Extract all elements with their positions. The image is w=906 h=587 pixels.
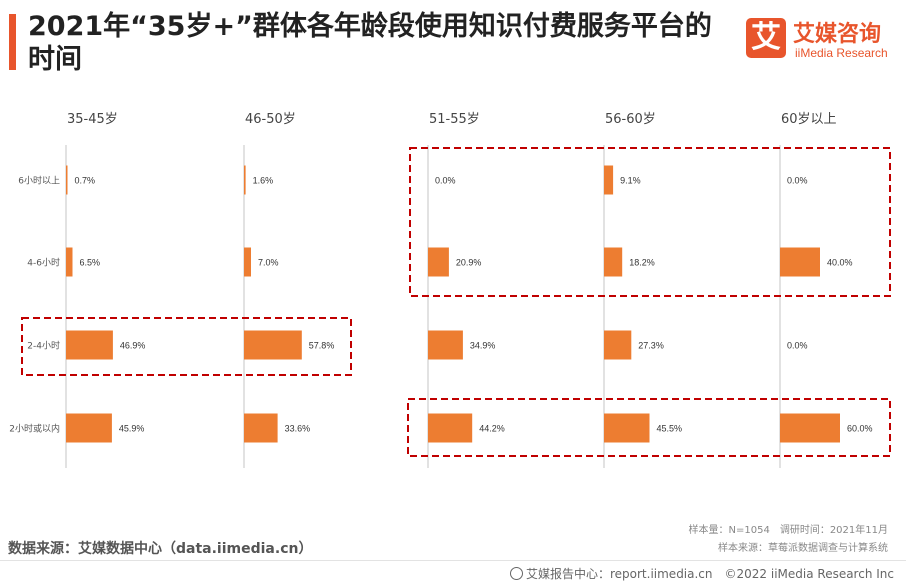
category-label: 6小时以上 xyxy=(18,175,60,187)
value-label: 33.6% xyxy=(285,424,311,434)
value-label: 0.7% xyxy=(75,176,96,186)
highlight-box xyxy=(409,147,891,297)
value-label: 1.6% xyxy=(253,176,274,186)
value-label: 27.3% xyxy=(638,341,664,351)
value-label: 44.2% xyxy=(479,424,505,434)
iimedia-logo-icon: 艾 xyxy=(746,18,786,58)
value-label: 9.1% xyxy=(620,176,641,186)
bar xyxy=(244,413,278,443)
sample-source-note: 样本来源：草莓派数据调查与计算系统 xyxy=(718,543,888,554)
value-label: 7.0% xyxy=(258,258,279,268)
page-title: 2021年“35岁+”群体各年龄段使用知识付费服务平台的时间 xyxy=(28,11,712,75)
bar xyxy=(604,165,614,195)
bar xyxy=(244,247,251,277)
copyright-text: 艾媒报告中心：report.iimedia.cn ©2022 iiMedia R… xyxy=(525,567,894,581)
data-source: 数据来源：艾媒数据中心（data.iimedia.cn） xyxy=(8,541,313,557)
category-label: 2-4小时 xyxy=(27,340,60,352)
bar xyxy=(66,413,112,443)
value-label: 40.0% xyxy=(827,258,853,268)
column-label: 56-60岁 xyxy=(605,112,656,127)
logo-text-cn: 艾媒咨询 xyxy=(793,22,882,47)
bar xyxy=(428,247,449,277)
value-label: 46.9% xyxy=(120,341,146,351)
bar xyxy=(66,330,113,360)
column-label: 46-50岁 xyxy=(245,112,296,127)
bar xyxy=(780,413,840,443)
bar xyxy=(604,413,650,443)
footer-bar: 艾媒报告中心：report.iimedia.cn ©2022 iiMedia R… xyxy=(0,560,906,587)
highlight-box xyxy=(21,317,352,376)
sample-size-note: 样本量：N=1054 调研时间：2021年11月 xyxy=(688,525,888,536)
value-label: 0.0% xyxy=(787,176,808,186)
category-label: 4-6小时 xyxy=(27,257,60,269)
value-label: 34.9% xyxy=(470,341,496,351)
category-label: 2小时或以内 xyxy=(9,423,60,435)
bar xyxy=(604,247,623,277)
globe-icon xyxy=(509,567,523,580)
logo-text-en: iiMedia Research xyxy=(795,46,888,60)
value-label: 57.8% xyxy=(309,341,335,351)
bar xyxy=(780,247,820,277)
bar xyxy=(428,330,463,360)
bar xyxy=(66,247,73,277)
highlight-box xyxy=(407,398,891,457)
column-label: 35-45岁 xyxy=(67,112,118,127)
value-label: 20.9% xyxy=(456,258,482,268)
title-accent-bar xyxy=(9,14,16,70)
bar xyxy=(428,413,473,443)
value-label: 6.5% xyxy=(80,258,101,268)
bar xyxy=(244,165,246,195)
bar xyxy=(604,330,632,360)
bar xyxy=(66,165,68,195)
value-label: 45.9% xyxy=(119,424,145,434)
bar xyxy=(244,330,302,360)
value-label: 0.0% xyxy=(787,341,808,351)
value-label: 18.2% xyxy=(629,258,655,268)
value-label: 60.0% xyxy=(847,424,873,434)
value-label: 0.0% xyxy=(435,176,456,186)
column-label: 60岁以上 xyxy=(781,112,837,127)
value-label: 45.5% xyxy=(657,424,683,434)
column-label: 51-55岁 xyxy=(429,112,480,127)
footer-copyright: 艾媒报告中心：report.iimedia.cn ©2022 iiMedia R… xyxy=(509,565,894,582)
